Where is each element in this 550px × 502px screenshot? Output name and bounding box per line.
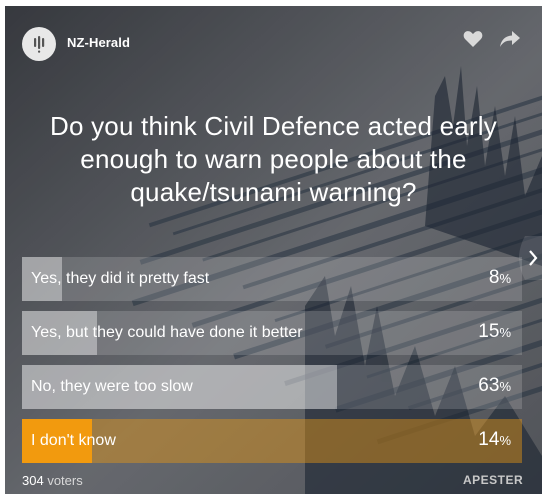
heart-icon[interactable] — [463, 30, 483, 48]
answer-label: No, they were too slow — [31, 378, 193, 395]
voter-count: 304 voters — [22, 473, 83, 488]
answer-option[interactable]: I don't know 14% — [22, 419, 522, 463]
answer-option[interactable]: Yes, they did it pretty fast 8% — [22, 257, 522, 301]
answer-result-bar — [22, 311, 97, 355]
poll-header: NZ-Herald — [5, 6, 542, 76]
answer-option[interactable]: Yes, but they could have done it better … — [22, 311, 522, 355]
answer-result-bar — [22, 419, 92, 463]
answer-percent: 63% — [478, 375, 511, 396]
publisher-name[interactable]: NZ-Herald — [67, 35, 131, 50]
seismograph-background-image — [5, 6, 542, 494]
answer-label: I don't know — [31, 432, 116, 449]
microphone-bars-icon — [34, 36, 45, 53]
answer-label: Yes, they did it pretty fast — [31, 270, 210, 287]
share-arrow-icon[interactable] — [499, 30, 521, 48]
chevron-right-icon[interactable] — [513, 236, 542, 280]
answer-label: Yes, but they could have done it better — [31, 324, 303, 341]
provider-logo[interactable]: APESTER — [463, 473, 524, 487]
answer-list: Yes, they did it pretty fast 8% Yes, but… — [22, 257, 522, 473]
poll-widget: NZ-Herald Do you think Civil Defence act… — [5, 6, 542, 494]
answer-percent: 8% — [488, 267, 511, 288]
poll-question: Do you think Civil Defence acted early e… — [50, 111, 497, 207]
answer-option[interactable]: No, they were too slow 63% — [22, 365, 522, 409]
publisher-avatar — [22, 27, 56, 61]
answer-percent: 15% — [478, 321, 511, 342]
answer-result-bar — [22, 257, 62, 301]
answer-percent: 14% — [478, 429, 511, 450]
answer-result-bar — [22, 365, 337, 409]
